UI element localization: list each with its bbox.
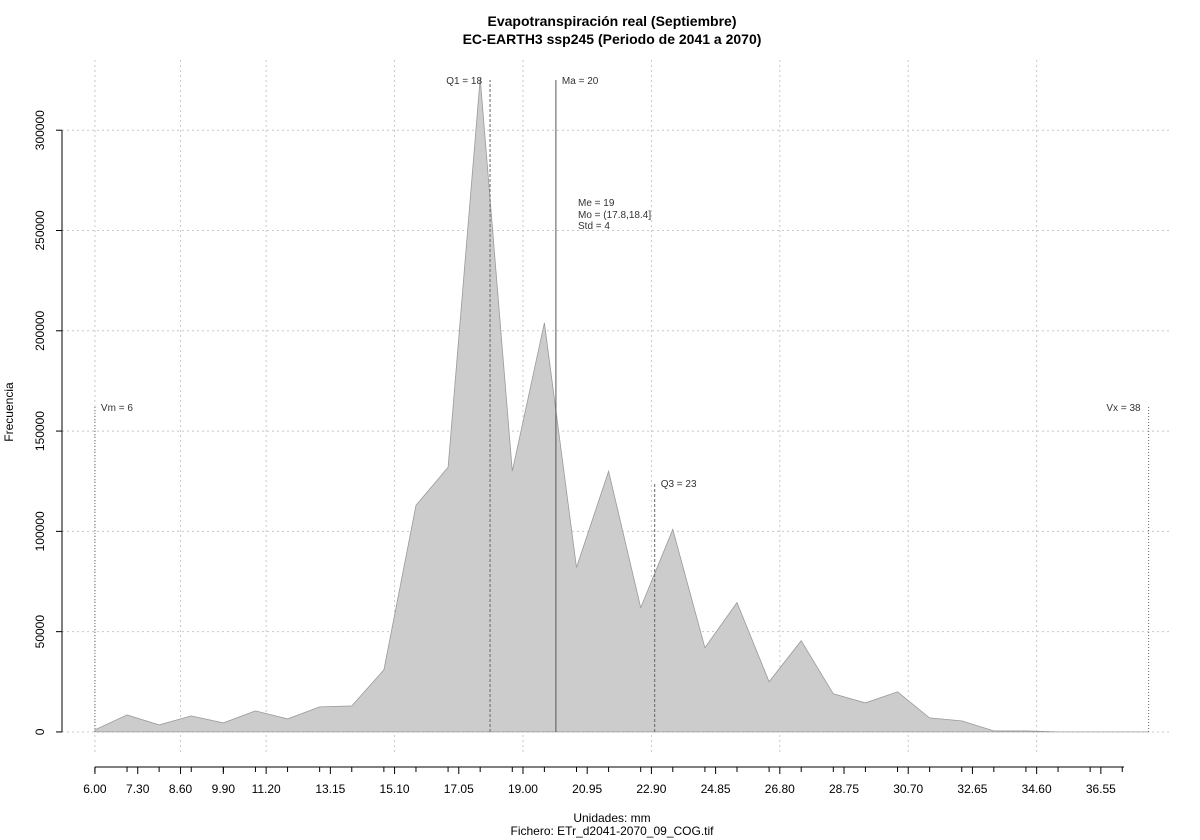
data-point [1122,731,1123,732]
x-tick-label: 11.20 [252,782,281,796]
x-tick-label: 19.00 [508,782,538,796]
data-point [512,471,513,472]
x-tick-label: 20.95 [572,782,602,796]
stat-mode: Mo = (17.8,18.4] [578,210,651,221]
data-point [255,710,256,711]
data-point [737,602,738,603]
data-point [1058,731,1059,732]
data-point [448,467,449,468]
file-caption: Fichero: ETr_d2041-2070_09_COG.tif [511,824,715,838]
y-axis-label: Frecuencia [2,382,16,442]
x-tick-label: 36.55 [1086,782,1116,796]
data-point [94,729,95,730]
x-tick-label: 24.85 [701,782,731,796]
frequency-area [94,78,1149,733]
x-tick-label: 7.30 [126,782,150,796]
data-point [191,715,192,716]
data-point [576,567,577,568]
x-tick-label: 17.05 [444,782,474,796]
stat-median: Me = 19 [578,198,615,209]
data-point [223,722,224,723]
reference-line-label: Q1 = 18 [446,76,482,87]
y-tick-label: 150000 [33,411,47,451]
reference-line-label: Q3 = 23 [661,479,697,490]
stat-std: Std = 4 [578,221,610,232]
data-point [801,640,802,641]
data-point [1025,730,1026,731]
y-tick-label: 300000 [33,110,47,150]
reference-line-label: Ma = 20 [562,76,599,87]
x-tick-label: 28.75 [829,782,859,796]
data-point [608,471,609,472]
reference-line-label: Vm = 6 [101,403,133,414]
x-tick-label: 22.90 [636,782,666,796]
x-tick-label: 30.70 [893,782,923,796]
x-axis-label: Unidades: mm [573,811,650,825]
y-tick-label: 200000 [33,310,47,350]
data-point [993,730,994,731]
data-point [319,706,320,707]
data-point [640,607,641,608]
frequency-area-polygon [94,78,1149,733]
data-point [544,322,545,323]
data-point [287,718,288,719]
x-tick-label: 32.65 [957,782,987,796]
x-tick-label: 6.00 [83,782,107,796]
x-tick-label: 8.60 [169,782,193,796]
data-point [415,505,416,506]
y-tick-label: 50000 [33,615,47,649]
y-tick-label: 100000 [33,511,47,551]
chart-title: Evapotranspiración real (Septiembre) [488,13,737,29]
data-point [769,681,770,682]
grid-lines [62,60,1170,752]
data-point [961,720,962,721]
data-point [897,691,898,692]
data-point [833,693,834,694]
data-point [383,669,384,670]
x-tick-label: 26.80 [765,782,795,796]
reference-line-label: Vx = 38 [1106,403,1141,414]
data-point [351,705,352,706]
data-point [127,714,128,715]
data-point [1090,731,1091,732]
axes: 0 50000 100000 150000 200000 250000 300000 6.00… [33,110,1124,796]
x-tick-label: 15.10 [380,782,410,796]
data-point [672,529,673,530]
data-point [865,702,866,703]
x-tick-label: 13.15 [315,782,345,796]
y-tick-label: 0 [33,728,47,735]
x-tick-label: 34.60 [1022,782,1052,796]
data-point [704,647,705,648]
reference-lines: Vm = 6 Q1 = 18 Ma = 20 Q3 = 23 Vx = 38 [94,76,1150,732]
x-tick-label: 9.90 [212,782,236,796]
y-tick-label: 250000 [33,210,47,250]
data-point [159,724,160,725]
chart-subtitle: EC-EARTH3 ssp245 (Periodo de 2041 a 2070… [463,31,762,47]
data-point [929,717,930,718]
